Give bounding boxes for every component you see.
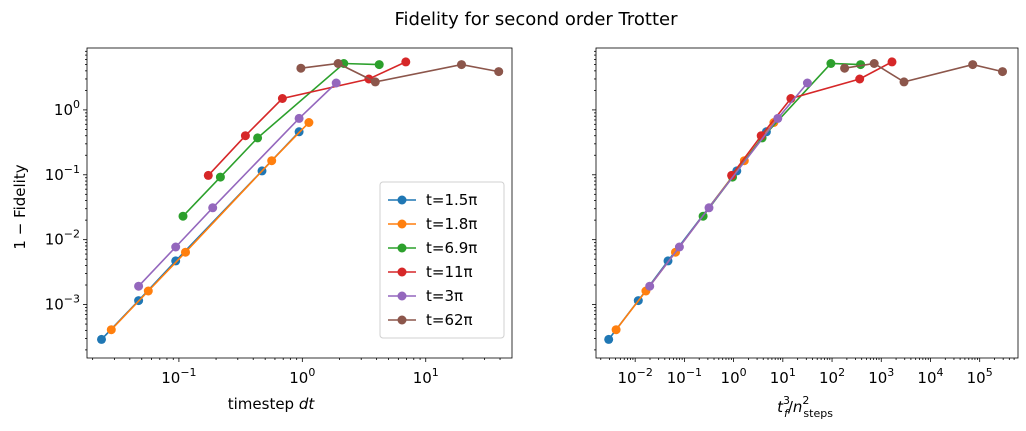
legend-label: t=6.9π (426, 239, 477, 257)
x-tick-label: 104 (917, 366, 943, 387)
y-tick-label: 100 (54, 98, 80, 119)
data-point (840, 63, 850, 73)
x-tick-label: 101 (770, 366, 796, 387)
data-point (727, 170, 737, 180)
legend: t=1.5π t=1.8π t=6.9π t=11π t=3π t=62π (379, 181, 505, 339)
chart-title: Fidelity for second order Trotter (394, 9, 678, 30)
series-line-5 (138, 82, 337, 287)
data-point (304, 118, 314, 127)
data-point (674, 242, 684, 252)
legend-label: t=1.5π (426, 191, 477, 209)
data-point (374, 60, 384, 70)
data-point (887, 57, 897, 67)
x-tick-label: 10−1 (161, 366, 196, 387)
legend-marker (397, 315, 407, 325)
x-axis-label-left: timestep dt (228, 395, 316, 413)
x-axis-label-right-slash: / (788, 398, 794, 416)
x-axis-label-left-italic: dt (299, 395, 316, 413)
data-point (277, 94, 287, 103)
legend-marker (397, 291, 407, 301)
right-panel: 10−2 10−1 100 101 102 103 104 105 (592, 47, 1019, 387)
x-axis-label-right-sub2: steps (803, 407, 833, 420)
data-point (401, 57, 411, 67)
data-point (181, 247, 190, 257)
data-point (773, 113, 783, 123)
x-axis-label-right-sup1: 3 (783, 394, 790, 407)
x-tick-label: 10−1 (667, 366, 702, 387)
data-point (294, 113, 304, 123)
legend-marker (397, 243, 407, 253)
left-panel: 10−3 10−2 10−1 100 10−1 100 101 (45, 47, 513, 387)
data-point (296, 63, 306, 73)
x-axis-label-right-n: n (793, 398, 803, 416)
series-line-3 (182, 62, 380, 217)
axes-frame (86, 47, 513, 359)
data-point (171, 242, 181, 252)
x-axis-label-left-main: timestep (228, 395, 299, 413)
data-point (134, 281, 144, 291)
data-point (611, 325, 621, 335)
data-point (704, 203, 714, 213)
data-point (208, 203, 218, 213)
data-point (968, 60, 978, 70)
data-point (333, 59, 343, 68)
x-axis-label-right-main: t (777, 398, 784, 416)
data-point (203, 170, 213, 180)
series-line-6 (300, 62, 499, 83)
y-tick-label: 10−1 (45, 163, 80, 184)
x-axis-label-right-sup2: 2 (802, 394, 809, 407)
series-line-2 (110, 121, 310, 331)
data-point (998, 67, 1007, 77)
x-axis-label-right: t3 f/n2 steps (777, 394, 833, 420)
x-axis-label-right-sub1: f (784, 407, 790, 420)
series-line-4 (730, 61, 893, 176)
data-point (856, 60, 866, 70)
y-axis-label: 1 − Fidelity (11, 164, 29, 249)
data-point (869, 59, 879, 68)
data-point (457, 60, 466, 70)
data-point (267, 156, 277, 166)
data-point (899, 77, 909, 87)
x-tick-label: 105 (967, 366, 993, 387)
x-tick-label: 100 (721, 366, 747, 387)
legend-label: t=62π (426, 311, 473, 329)
x-tick-label: 101 (413, 366, 439, 387)
data-point (97, 334, 106, 344)
data-point (143, 286, 153, 296)
data-point (802, 78, 812, 88)
data-point (494, 67, 504, 77)
data-point (645, 281, 655, 291)
data-point (604, 334, 614, 344)
series-line-6 (844, 62, 1003, 83)
legend-label: t=3π (426, 287, 463, 305)
data-point (106, 325, 116, 335)
legend-box (379, 181, 505, 339)
x-tick-label: 10−2 (618, 366, 653, 387)
data-point (855, 74, 865, 84)
data-point (331, 78, 341, 88)
data-point (253, 133, 263, 143)
y-tick-label: 10−3 (45, 293, 80, 314)
x-tick-label: 102 (819, 366, 845, 387)
series-line-3 (702, 62, 861, 217)
data-point (171, 256, 181, 266)
data-point (178, 211, 188, 221)
axes-frame (595, 47, 1019, 359)
legend-marker (397, 219, 407, 229)
y-tick-label: 10−2 (45, 228, 80, 249)
legend-label: t=11π (426, 263, 473, 281)
x-tick-label: 103 (868, 366, 894, 387)
legend-label: t=1.8π (426, 215, 477, 233)
data-point (370, 77, 380, 87)
legend-marker (397, 267, 407, 277)
data-point (240, 131, 250, 141)
data-point (826, 59, 836, 68)
x-tick-label: 100 (289, 366, 315, 387)
legend-marker (397, 195, 407, 205)
data-point (215, 172, 225, 182)
